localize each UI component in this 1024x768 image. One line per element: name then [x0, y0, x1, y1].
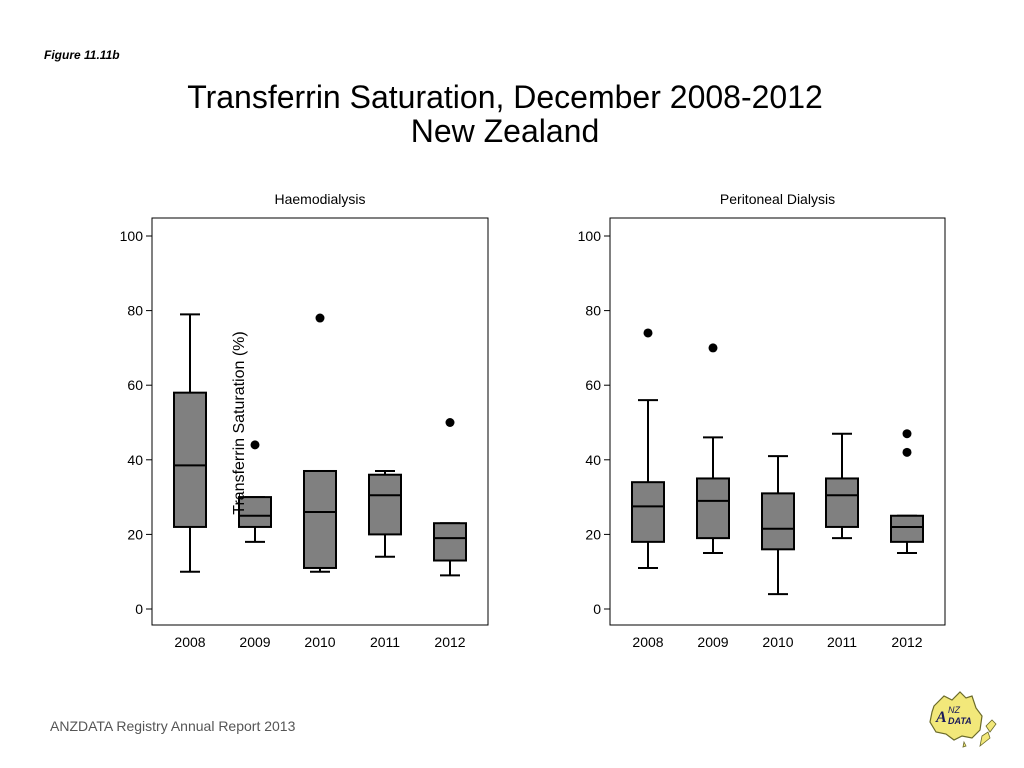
plot-frame [609, 217, 946, 626]
x-tick-label: 2008 [174, 634, 205, 650]
y-tick-label: 100 [578, 228, 602, 244]
svg-text:DATA: DATA [948, 716, 972, 726]
x-tick-label: 2012 [891, 634, 922, 650]
box-2011 [368, 469, 402, 558]
iqr-box [825, 477, 859, 528]
y-tick-label: 80 [127, 303, 143, 319]
y-tick-label: 60 [127, 377, 143, 393]
outlier-point [902, 429, 912, 439]
x-tick-label: 2011 [370, 634, 400, 650]
x-tick-label: 2011 [827, 634, 857, 650]
box-2009 [696, 343, 730, 555]
box-2008 [631, 328, 665, 569]
x-tick-label: 2010 [762, 634, 793, 650]
outlier-point [445, 418, 455, 427]
iqr-box [631, 481, 665, 543]
box-2008 [173, 313, 207, 573]
panel-title: Peritoneal Dialysis [720, 191, 835, 207]
iqr-box [368, 473, 402, 536]
svg-text:NZ: NZ [948, 705, 960, 715]
iqr-box [433, 522, 467, 562]
panel-title: Haemodialysis [274, 191, 365, 207]
y-tick-label: 0 [593, 601, 601, 617]
chart-subtitle: New Zealand [410, 113, 600, 149]
x-tick-label: 2008 [632, 634, 663, 650]
y-tick-label: 40 [585, 452, 601, 468]
iqr-box [890, 514, 924, 543]
y-tick-label: 60 [585, 377, 601, 393]
y-tick-label: 20 [127, 526, 143, 542]
x-tick-label: 2009 [239, 634, 270, 650]
iqr-box [173, 391, 207, 528]
y-tick-label: 100 [120, 228, 144, 244]
box-2011 [825, 432, 859, 540]
outlier-point [250, 440, 260, 450]
iqr-box [238, 496, 272, 528]
chart-title: Transferrin Saturation, December 2008-20… [187, 79, 823, 115]
box-2010 [761, 455, 795, 596]
box-2009 [238, 440, 272, 543]
figure-label: Figure 11.11b [44, 48, 120, 62]
box-2012 [433, 418, 467, 577]
y-tick-label: 0 [135, 601, 143, 617]
footer-text: ANZDATA Registry Annual Report 2013 [50, 718, 296, 734]
box-2010 [303, 313, 337, 573]
box-2012 [890, 429, 924, 555]
outlier-point [902, 447, 912, 457]
outlier-point [315, 313, 325, 323]
anzdata-logo: A NZ DATA [929, 691, 997, 748]
x-tick-label: 2012 [434, 634, 465, 650]
iqr-box [761, 492, 795, 551]
iqr-box [696, 477, 730, 540]
plot-frame [151, 217, 489, 626]
x-tick-label: 2010 [304, 634, 335, 650]
panel-peritoneal-dialysis: Peritoneal Dialysis 0 20 40 60 80 100 2008 2009 2… [578, 191, 946, 650]
y-tick-label: 20 [585, 526, 601, 542]
y-tick-label: 80 [585, 303, 601, 319]
y-axis-label: Transferrin Saturation (%) [231, 331, 248, 514]
iqr-box [303, 469, 337, 569]
x-tick-label: 2009 [697, 634, 728, 650]
outlier-point [643, 328, 653, 338]
panel-haemodialysis: Haemodialysis 0 20 40 60 80 100 2008 2009 2010 201… [120, 191, 489, 650]
outlier-point [708, 343, 718, 353]
y-tick-label: 40 [127, 452, 143, 468]
svg-text:A: A [935, 709, 947, 726]
